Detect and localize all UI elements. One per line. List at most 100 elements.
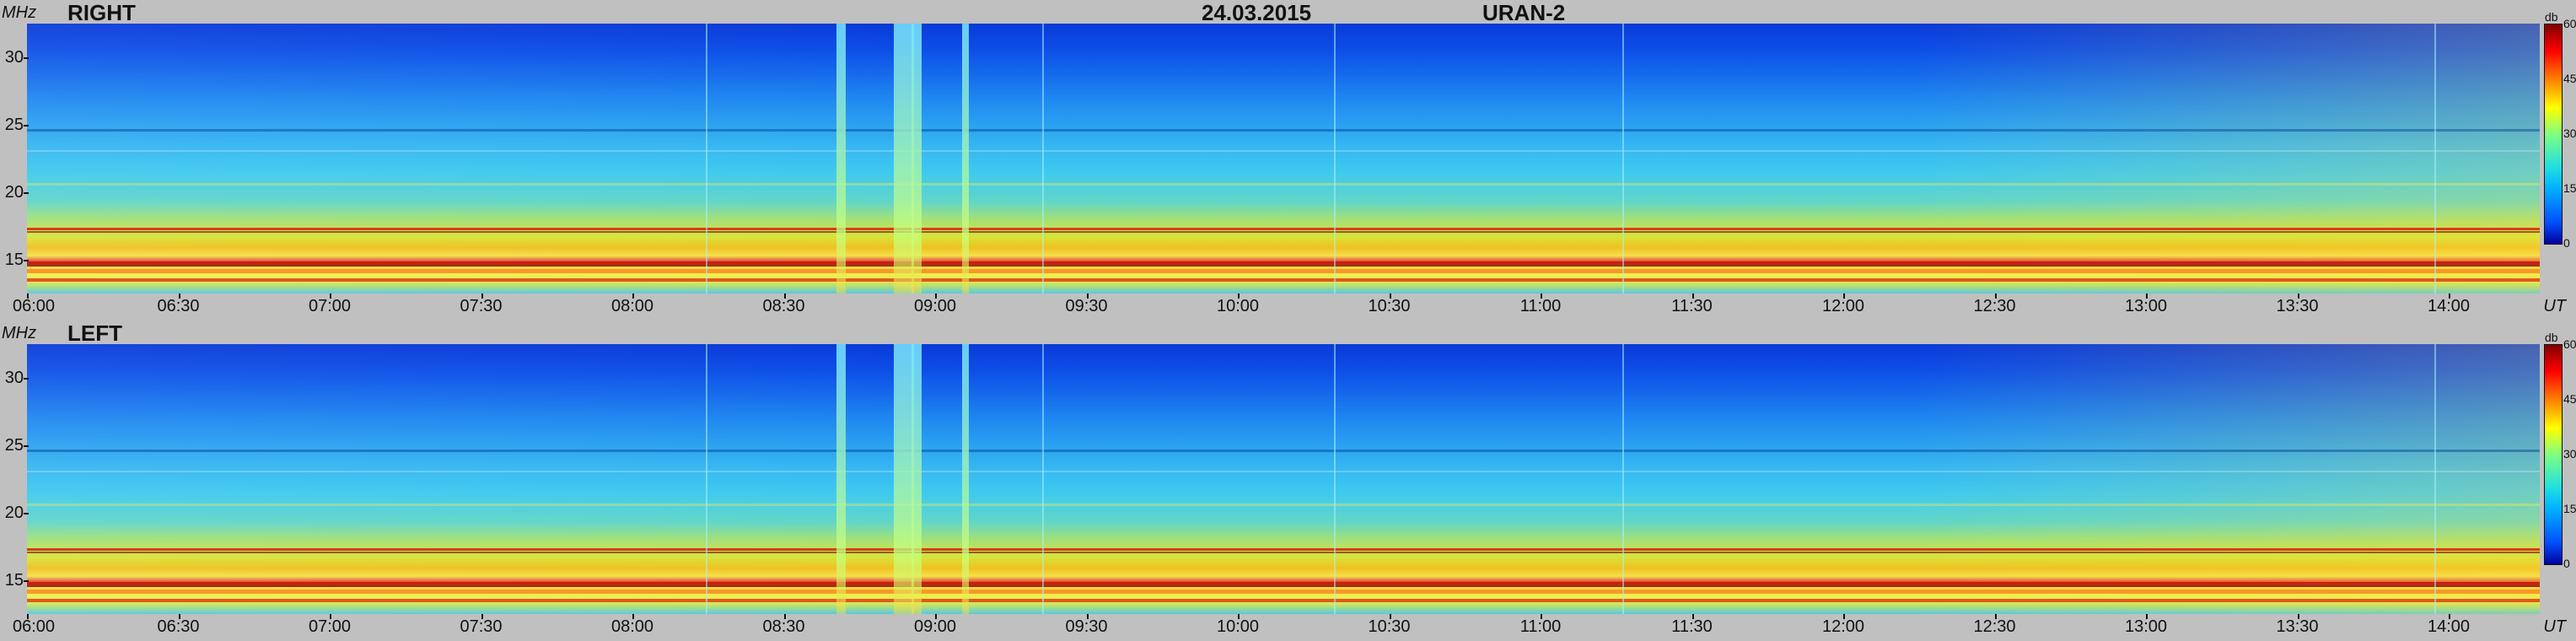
x-tick-label: 13:30 xyxy=(2276,297,2319,315)
y-axis-unit: MHz xyxy=(2,3,37,22)
spectrum-band xyxy=(27,128,2540,132)
burst-streak xyxy=(911,344,922,614)
y-tick-label: 15 xyxy=(4,571,24,590)
x-tick-label: 11:00 xyxy=(1519,617,1562,636)
y-tick-label: 20 xyxy=(4,183,24,202)
x-tick-mark xyxy=(783,614,786,619)
colorbar-unit: db xyxy=(2545,10,2558,24)
colorbar-tick-label: 60 xyxy=(2563,337,2576,351)
interference-line xyxy=(1622,24,1625,294)
interference-line xyxy=(1333,344,1336,614)
spectrum-band xyxy=(27,590,2540,595)
spectrum-band xyxy=(27,227,2540,230)
x-tick-mark xyxy=(632,294,634,299)
x-tick-mark xyxy=(2449,614,2450,619)
x-tick-label: 09:00 xyxy=(913,297,957,315)
panel-title-left: LEFT xyxy=(67,320,122,346)
y-tick-label: 30 xyxy=(4,369,24,387)
colorbar xyxy=(2544,24,2563,245)
burst-streak xyxy=(961,344,970,614)
x-tick-mark xyxy=(1238,614,1240,619)
x-tick-label: 07:30 xyxy=(460,297,503,315)
x-tick-label: 08:00 xyxy=(610,297,654,315)
x-tick-mark xyxy=(481,614,483,619)
colorbar-tick-label: 30 xyxy=(2563,447,2576,461)
x-tick-label: 09:30 xyxy=(1065,617,1108,636)
spectrogram-plot-left xyxy=(27,344,2540,614)
x-tick-label: 12:30 xyxy=(1973,297,2016,315)
x-tick-mark xyxy=(1691,294,1694,299)
spectrum-band xyxy=(27,182,2540,186)
burst-streak xyxy=(961,24,970,294)
y-tick-mark xyxy=(24,378,29,380)
x-tick-label: 06:30 xyxy=(157,617,200,636)
x-tick-mark xyxy=(330,614,331,619)
x-tick-label: 06:00 xyxy=(12,297,56,315)
x-tick-label: 11:00 xyxy=(1519,297,1562,315)
x-axis-unit: UT xyxy=(2543,297,2566,315)
y-tick-mark xyxy=(24,513,29,514)
x-tick-mark xyxy=(178,294,180,299)
y-tick-label: 25 xyxy=(4,436,24,455)
x-tick-label: 12:00 xyxy=(1821,297,1865,315)
x-tick-label: 14:00 xyxy=(2427,617,2471,636)
interference-line xyxy=(1622,344,1625,614)
y-tick-label: 25 xyxy=(4,116,24,134)
spectrum-band xyxy=(27,552,2540,554)
spectrum-band xyxy=(27,547,2540,551)
x-tick-label: 12:00 xyxy=(1821,617,1865,636)
x-tick-mark xyxy=(1541,294,1542,299)
interference-line xyxy=(705,24,707,294)
colorbar-tick-label: 15 xyxy=(2563,181,2576,195)
y-tick-mark xyxy=(24,57,29,59)
colorbar xyxy=(2544,344,2563,565)
x-tick-mark xyxy=(1994,294,1997,299)
spectrum-band xyxy=(27,265,2540,267)
x-tick-mark xyxy=(27,614,29,619)
x-tick-mark xyxy=(330,294,331,299)
x-tick-mark xyxy=(783,294,786,299)
x-tick-label: 08:00 xyxy=(610,617,654,636)
x-tick-mark xyxy=(1843,294,1845,299)
burst-streak xyxy=(911,24,922,294)
x-tick-label: 10:30 xyxy=(1368,617,1411,636)
x-tick-mark xyxy=(2297,294,2299,299)
x-tick-label: 10:00 xyxy=(1216,617,1260,636)
y-axis-unit: MHz xyxy=(2,324,37,342)
spectrum-shade-right xyxy=(1912,24,2540,294)
burst-streak xyxy=(894,24,914,294)
colorbar-tick-label: 45 xyxy=(2563,392,2576,406)
interference-line xyxy=(1041,344,1044,614)
x-tick-label: 13:00 xyxy=(2124,617,2168,636)
x-tick-label: 07:00 xyxy=(308,617,352,636)
y-tick-mark xyxy=(24,192,29,194)
dynamic-spectrum-panel-right: MHz RIGHT UT db 15 20 25 30 06:00 06:30 07:00 0… xyxy=(0,0,2576,320)
x-tick-label: 09:00 xyxy=(913,617,957,636)
spectrum-band xyxy=(27,231,2540,234)
x-axis-unit: UT xyxy=(2543,617,2566,636)
interference-line xyxy=(1041,24,1044,294)
y-tick-label: 30 xyxy=(4,48,24,67)
y-tick-mark xyxy=(24,445,29,447)
spectrum-band xyxy=(27,269,2540,274)
x-tick-label: 09:30 xyxy=(1065,297,1108,315)
y-tick-mark xyxy=(24,260,29,261)
interference-line xyxy=(2433,24,2436,294)
x-tick-mark xyxy=(1389,614,1391,619)
x-tick-label: 07:00 xyxy=(308,297,352,315)
spectrum-band xyxy=(27,449,2540,452)
spectrum-band xyxy=(27,585,2540,588)
x-tick-label: 10:00 xyxy=(1216,297,1260,315)
x-tick-label: 14:00 xyxy=(2427,297,2471,315)
x-tick-mark xyxy=(935,614,937,619)
x-tick-label: 08:30 xyxy=(762,617,805,636)
spectrum-band xyxy=(27,150,2540,153)
observation-date: 24.03.2015 xyxy=(1202,0,1312,25)
x-tick-mark xyxy=(2146,294,2148,299)
y-tick-mark xyxy=(24,125,29,127)
colorbar-tick-label: 15 xyxy=(2563,502,2576,515)
x-tick-label: 13:00 xyxy=(2124,297,2168,315)
colorbar-tick-label: 30 xyxy=(2563,127,2576,140)
spectrum-band xyxy=(27,581,2540,585)
x-tick-label: 08:30 xyxy=(762,297,805,315)
